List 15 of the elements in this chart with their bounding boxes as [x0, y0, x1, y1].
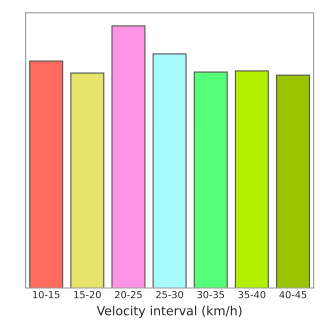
- x-tick-label: 35-40: [238, 290, 266, 298]
- bar: [234, 70, 269, 288]
- x-tick-label: 30-35: [197, 290, 224, 298]
- x-tick-label: 10-15: [33, 290, 60, 298]
- x-axis-title: Velocity interval (km/h): [96, 306, 242, 318]
- bar: [194, 71, 228, 288]
- x-tick-label: 15-20: [74, 290, 101, 298]
- bar: [111, 25, 146, 288]
- bar: [152, 53, 187, 288]
- bar: [70, 72, 104, 288]
- x-tick-label: 40-45: [279, 290, 306, 298]
- x-tick-label: 25-30: [156, 290, 184, 298]
- bar: [29, 60, 64, 288]
- x-tick-label: 20-25: [115, 290, 142, 298]
- bar: [276, 74, 310, 288]
